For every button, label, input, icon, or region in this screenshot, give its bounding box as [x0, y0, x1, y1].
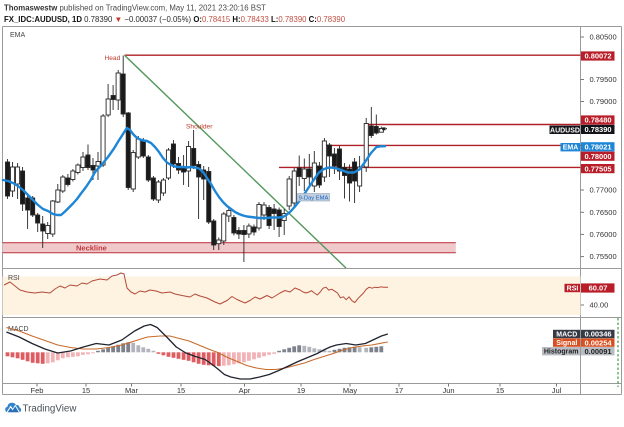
svg-text:0.00091: 0.00091	[584, 347, 611, 356]
svg-text:0.76500: 0.76500	[590, 208, 617, 217]
svg-text:40.00: 40.00	[590, 301, 609, 310]
svg-text:15: 15	[82, 386, 90, 395]
svg-text:Jun: Jun	[442, 386, 454, 395]
svg-text:Jul: Jul	[552, 386, 562, 395]
svg-text:EMA: EMA	[10, 32, 26, 39]
svg-text:0.79500: 0.79500	[590, 75, 617, 84]
svg-text:MACD: MACD	[556, 332, 577, 339]
svg-text:TradingView: TradingView	[23, 404, 78, 415]
svg-text:Signal: Signal	[556, 340, 577, 347]
svg-text:0.78000: 0.78000	[584, 152, 611, 161]
svg-text:0.80500: 0.80500	[590, 33, 617, 42]
svg-text:0.00254: 0.00254	[584, 338, 612, 347]
svg-text:Feb: Feb	[31, 386, 44, 395]
svg-text:0.75500: 0.75500	[590, 252, 617, 261]
svg-text:RSI: RSI	[567, 286, 579, 293]
svg-text:FX_IDC:AUDUSD, 1D 0.78390 ▼ −0: FX_IDC:AUDUSD, 1D 0.78390 ▼ −0.00037 (−0…	[4, 15, 346, 24]
svg-text:60.07: 60.07	[589, 284, 608, 293]
svg-text:0.80072: 0.80072	[584, 52, 611, 61]
svg-text:MACD: MACD	[8, 326, 29, 333]
svg-text:0.78021: 0.78021	[584, 143, 611, 152]
svg-text:Head: Head	[105, 55, 121, 62]
svg-text:RSI: RSI	[8, 275, 20, 282]
svg-text:0.79000: 0.79000	[590, 97, 617, 106]
svg-text:AUDUSD: AUDUSD	[550, 127, 580, 134]
svg-text:0.77505: 0.77505	[584, 164, 611, 173]
svg-text:Neckline: Neckline	[76, 244, 107, 253]
svg-text:Mar: Mar	[125, 386, 138, 395]
svg-text:9-Day EMA: 9-Day EMA	[299, 196, 329, 202]
svg-text:Apr: Apr	[239, 386, 251, 395]
svg-text:May: May	[343, 386, 357, 395]
svg-text:15: 15	[496, 386, 504, 395]
svg-text:0.78390: 0.78390	[584, 125, 611, 134]
svg-text:0.77000: 0.77000	[590, 186, 617, 195]
svg-text:Shoulder: Shoulder	[186, 124, 213, 131]
svg-text:17: 17	[395, 386, 403, 395]
svg-text:Thomaswestw published on Tradi: Thomaswestw published on TradingView.com…	[4, 4, 266, 13]
svg-text:Histogram: Histogram	[544, 349, 579, 356]
svg-text:0.76000: 0.76000	[590, 230, 617, 239]
svg-text:EMA: EMA	[563, 145, 579, 152]
svg-text:19: 19	[297, 386, 305, 395]
svg-text:0.00346: 0.00346	[584, 330, 611, 339]
svg-text:15: 15	[177, 386, 185, 395]
svg-text:0.78480: 0.78480	[584, 116, 611, 125]
